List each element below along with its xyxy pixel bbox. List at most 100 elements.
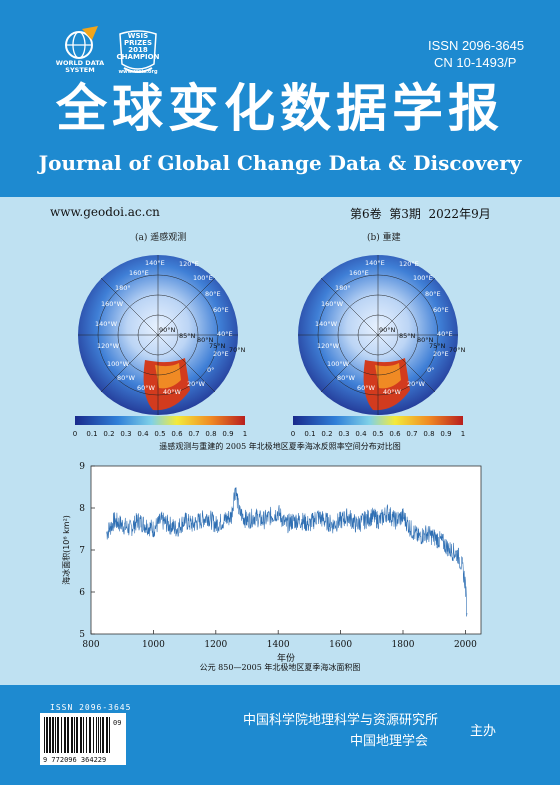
colorbar-tick-label: 0.5 (154, 430, 165, 438)
map-lon-label: 80°W (337, 374, 356, 382)
map-lon-label: 140°W (95, 320, 118, 328)
wsis-prize-logo-icon (119, 30, 157, 73)
x-tick-label: 1200 (204, 640, 227, 650)
barcode-bar (100, 717, 101, 753)
map-lon-label: 120°E (179, 260, 199, 268)
x-tick-label: 1000 (142, 640, 165, 650)
colorbar-tick-label: 0 (73, 430, 77, 438)
barcode-bar (109, 717, 110, 753)
barcode-number: 9 772096 364229 (43, 756, 106, 764)
y-tick-label: 8 (79, 504, 85, 514)
barcode-bar (89, 717, 91, 753)
wsis-logo-url: www.wsis.org (118, 69, 158, 75)
albedo-maps: 140°E 120°E160°E100°E180°80°E160°W60°E140… (73, 255, 466, 438)
issn-label: ISSN 2096-3645 (428, 38, 525, 53)
wds-logo-text: WORLD DATA SYSTEM (55, 59, 105, 74)
barcode-bar (86, 717, 87, 753)
map-lat-label: 70°N (229, 346, 246, 354)
colorbar-tick-label: 1 (461, 430, 465, 438)
map-lat-label: 85°N (179, 332, 196, 340)
map-lat-label: 90°N (379, 326, 396, 334)
journal-title-english: Journal of Global Change Data & Discover… (38, 151, 522, 175)
barcode-bar (57, 717, 59, 753)
y-tick-label: 5 (79, 630, 85, 640)
barcode-bar (98, 717, 99, 753)
colorbar-tick-label: 0.7 (406, 430, 417, 438)
series-line (106, 487, 468, 617)
map-lon-label: 100°E (193, 274, 213, 282)
map-lat-label: 80°N (417, 336, 434, 344)
barcode-bar (46, 717, 48, 753)
barcode-issn: ISSN 2096-3645 (50, 703, 132, 712)
x-tick-label: 1800 (392, 640, 415, 650)
map-lon-label: 40°E (437, 330, 453, 338)
map-lon-label: 140°W (315, 320, 338, 328)
barcode-bar (55, 717, 56, 753)
wds-logo-icon (65, 26, 98, 59)
barcode-bar (49, 717, 51, 753)
publisher-org-2: 中国地理学会 (350, 734, 429, 749)
map-lon-label: 60°W (137, 384, 156, 392)
barcode-addon: 09 (113, 719, 121, 727)
map-lon-label: 40°W (163, 388, 182, 396)
wsis-logo-text: WSIS PRIZES 2018 CHAMPION (116, 32, 160, 61)
maps-caption: 遥感观测与重建的 2005 年北极地区夏季海冰反照率空间分布对比图 (159, 442, 401, 451)
barcode-bar (44, 717, 45, 753)
map-lon-label: 140°E (365, 259, 385, 267)
barcode-bar (74, 717, 75, 753)
barcode-bar (52, 717, 54, 753)
map-lon-label: 100°E (413, 274, 433, 282)
map-a (78, 255, 238, 415)
colorbar-tick-label: 0.9 (222, 430, 233, 438)
host-label: 主办 (470, 724, 497, 739)
barcode-bar (83, 717, 84, 753)
map-lat-label: 80°N (197, 336, 214, 344)
x-tick-label: 1400 (267, 640, 290, 650)
y-tick-label: 9 (79, 462, 85, 472)
colorbar-a (75, 416, 245, 425)
map-lon-label: 20°E (433, 350, 449, 358)
y-axis-label: 海冰面积(10⁶ km²) (61, 515, 71, 585)
issue-info: 第6卷 第3期 2022年9月 (350, 207, 491, 221)
colorbar-tick-label: 0.1 (86, 430, 97, 438)
map-lon-label: 160°W (101, 300, 124, 308)
colorbar-tick-label: 0.4 (355, 430, 367, 438)
barcode-bar (106, 717, 108, 753)
map-lon-label: 100°W (327, 360, 350, 368)
colorbar-tick-label: 0.9 (440, 430, 451, 438)
cn-label: CN 10-1493/P (434, 55, 517, 70)
y-tick-label: 7 (79, 546, 85, 556)
plot-area (90, 465, 482, 635)
map-lon-label: 60°E (433, 306, 449, 314)
colorbar-tick-label: 1 (243, 430, 247, 438)
map-b-label: (b) 重建 (367, 233, 401, 243)
map-lat-label: 85°N (399, 332, 416, 340)
publisher-org-1: 中国科学院地理科学与资源研究所 (243, 713, 439, 728)
map-b (298, 255, 458, 415)
barcode-bar (61, 717, 62, 753)
map-lon-label: 180° (115, 284, 131, 292)
map-lon-label: 160°W (321, 300, 344, 308)
website-url[interactable]: www.geodoi.ac.cn (50, 205, 160, 219)
map-lon-label: 0° (427, 366, 434, 374)
barcode-bar (96, 717, 97, 753)
colorbar-tick-label: 0.8 (205, 430, 216, 438)
map-lon-label: 140°E (145, 259, 165, 267)
barcode-bar (64, 717, 66, 753)
y-tick-label: 6 (79, 588, 85, 598)
map-lon-label: 60°W (357, 384, 376, 392)
barcode-bar (67, 717, 69, 753)
map-lon-label: 160°E (129, 269, 149, 277)
map-lon-label: 20°W (407, 380, 426, 388)
barcode-bar (80, 717, 82, 753)
colorbar-b (293, 416, 463, 425)
colorbar-tick-label: 0.8 (423, 430, 434, 438)
colorbar-tick-label: 0.2 (103, 430, 114, 438)
x-tick-label: 2000 (454, 640, 477, 650)
barcode-icon: 9 772096 364229 09 (40, 713, 126, 765)
colorbar-tick-label: 0.5 (372, 430, 383, 438)
map-lon-label: 160°E (349, 269, 369, 277)
barcode-bar (71, 717, 73, 753)
x-tick-label: 800 (82, 640, 99, 650)
sea-ice-chart: 800 1000 1200 1400 1600 1800 2000 5 6 7 8 9 年份 海冰面积(1… (61, 462, 482, 664)
